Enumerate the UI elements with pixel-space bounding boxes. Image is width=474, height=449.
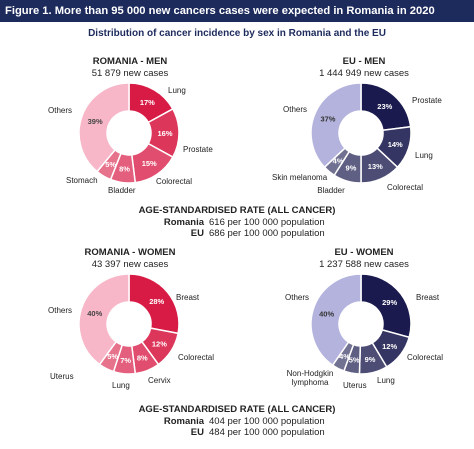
figure-title: Figure 1. More than 95 000 new cancers c…	[0, 0, 474, 22]
asr-value: 484 per 100 000 population	[209, 427, 325, 438]
romania-women-donut: 28% Breast 12% Colorectal 8% Cervix 7% Lung 5% Ut…	[48, 273, 214, 390]
chart-title: ROMANIA - WOMEN	[84, 247, 176, 258]
data-label-others: 40%	[87, 309, 102, 318]
category-label-colorectal: Colorectal	[387, 183, 423, 192]
chart-title: ROMANIA - MEN	[92, 56, 168, 67]
data-label-stomach: 5%	[105, 160, 116, 169]
category-label-others: Others	[48, 106, 72, 115]
category-label-colorectal: Colorectal	[156, 177, 192, 186]
category-label-colorectal: Colorectal	[178, 353, 214, 362]
data-label-lung: 7%	[120, 356, 131, 365]
category-label-uterus: Uterus	[50, 372, 74, 381]
data-label-colorectal: 15%	[142, 159, 157, 168]
data-label-others: 40%	[319, 309, 334, 318]
category-label-cervix: Cervix	[148, 376, 171, 385]
asr-men-block: AGE-STANDARDISED RATE (ALL CANCER) Roman…	[0, 205, 474, 239]
category-label-lung: Lung	[415, 151, 433, 160]
data-label-breast: 29%	[382, 298, 397, 307]
romania-women-header: ROMANIA - WOMEN 43 397 new cases	[30, 247, 230, 271]
slice-others	[78, 82, 130, 173]
data-label-non-hodgkin-lymphoma: 4%	[339, 352, 350, 361]
category-label-others: Others	[283, 105, 307, 114]
asr-women-block: AGE-STANDARDISED RATE (ALL CANCER) Roman…	[0, 404, 474, 438]
category-label-lung: Lung	[168, 86, 186, 95]
asr-row-eu: EU 484 per 100 000 population	[0, 427, 474, 438]
category-label-uterus: Uterus	[343, 381, 367, 390]
data-label-breast: 28%	[149, 297, 164, 306]
data-label-bladder: 9%	[346, 164, 357, 173]
asr-value: 686 per 100 000 population	[209, 228, 325, 239]
chart-subtitle: 43 397 new cases	[91, 259, 169, 270]
slice-breast	[128, 273, 180, 335]
chart-subtitle: 1 444 949 new cases	[319, 68, 409, 79]
data-label-bladder: 8%	[119, 165, 130, 174]
asr-label: Romania	[163, 217, 204, 228]
data-label-lung: 17%	[140, 98, 155, 107]
category-label-stomach: Stomach	[66, 176, 98, 185]
eu-men-donut: 23% Prostate 14% Lung 13% Colorectal 9% Bladder…	[272, 82, 442, 195]
figure-subtitle: Distribution of cancer incidence by sex …	[88, 28, 386, 39]
category-label-prostate: Prostate	[183, 145, 213, 154]
category-label-non-hodgkin-lymphoma: Non-Hodgkin lymphoma	[287, 369, 334, 387]
category-label-others: Others	[285, 293, 309, 302]
data-label-others: 37%	[320, 115, 335, 124]
chart-title: EU - MEN	[342, 56, 386, 67]
data-label-cervix: 8%	[137, 353, 148, 362]
data-label-lung: 14%	[388, 140, 403, 149]
slice-others	[78, 273, 130, 366]
data-label-colorectal: 13%	[368, 162, 383, 171]
category-label-colorectal: Colorectal	[407, 353, 443, 362]
asr-row-romania: Romania 404 per 100 000 population	[0, 416, 474, 427]
data-label-lung: 9%	[365, 355, 376, 364]
slice-breast	[360, 273, 412, 339]
romania-men-header: ROMANIA - MEN 51 879 new cases	[30, 56, 230, 80]
data-label-colorectal: 12%	[152, 339, 167, 348]
category-label-breast: Breast	[176, 293, 200, 302]
data-label-colorectal: 12%	[382, 342, 397, 351]
data-label-uterus: 5%	[349, 355, 360, 364]
data-label-others: 39%	[88, 117, 103, 126]
category-label-bladder: Bladder	[317, 186, 345, 195]
asr-label: EU	[190, 228, 204, 239]
data-label-prostate: 16%	[157, 129, 172, 138]
asr-label: EU	[190, 427, 204, 438]
asr-row-eu: EU 686 per 100 000 population	[0, 228, 474, 239]
asr-value: 404 per 100 000 population	[209, 416, 325, 427]
chart-subtitle: 51 879 new cases	[91, 68, 169, 79]
eu-women-header: EU - WOMEN 1 237 588 new cases	[264, 247, 464, 271]
chart-title: EU - WOMEN	[334, 247, 394, 258]
romania-men-donut: 17% Lung 16% Prostate 15% Colorectal 8% Bladder…	[48, 82, 213, 195]
asr-row-romania: Romania 616 per 100 000 population	[0, 217, 474, 228]
category-label-prostate: Prostate	[412, 96, 442, 105]
data-label-uterus: 5%	[107, 352, 118, 361]
data-label-prostate: 23%	[377, 102, 392, 111]
category-label-bladder: Bladder	[108, 186, 136, 195]
eu-women-donut: 29% Breast 12% Colorectal 9% Lung 5% Uterus 4% No…	[285, 273, 443, 390]
category-label-breast: Breast	[416, 293, 440, 302]
chart-subtitle: 1 237 588 new cases	[319, 259, 409, 270]
category-label-others: Others	[48, 306, 72, 315]
asr-label: Romania	[163, 416, 204, 427]
slice-others	[310, 273, 362, 367]
asr-title: AGE-STANDARDISED RATE (ALL CANCER)	[138, 404, 336, 415]
eu-men-header: EU - MEN 1 444 949 new cases	[264, 56, 464, 80]
asr-value: 616 per 100 000 population	[209, 217, 325, 228]
slice-others	[310, 82, 362, 169]
asr-title: AGE-STANDARDISED RATE (ALL CANCER)	[138, 205, 336, 216]
category-label-lung: Lung	[377, 376, 395, 385]
category-label-lung: Lung	[112, 381, 130, 390]
category-label-skin-melanoma: Skin melanoma	[272, 173, 328, 182]
data-label-skin-melanoma: 4%	[333, 157, 344, 166]
